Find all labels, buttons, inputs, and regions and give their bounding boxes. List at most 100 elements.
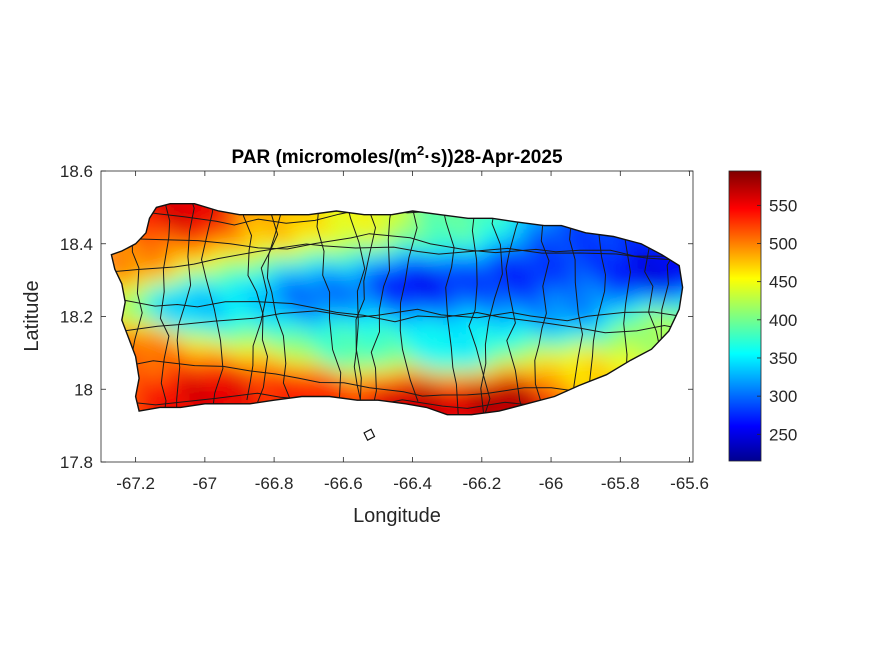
heat-cell [364, 265, 372, 274]
heat-cell [336, 338, 345, 347]
heat-cell [163, 280, 172, 289]
heat-cell [170, 382, 179, 391]
heat-cell [301, 389, 310, 398]
heat-cell [592, 251, 601, 260]
heat-cell [585, 316, 594, 325]
heat-cell [225, 265, 234, 274]
heat-cell [371, 272, 379, 282]
heat-cell [343, 229, 352, 238]
heat-cell [419, 338, 428, 347]
heat-cell [523, 265, 532, 274]
heat-cell [315, 323, 324, 333]
heat-cell [274, 345, 282, 354]
heat-cell [274, 221, 282, 231]
heat-cell [260, 323, 269, 333]
heat-cell [149, 316, 158, 325]
heat-cell [530, 382, 539, 391]
heat-cell [149, 251, 158, 260]
heat-cell [267, 374, 276, 383]
heat-cell [149, 309, 158, 318]
heat-cell [343, 294, 352, 303]
heat-cell [474, 251, 483, 260]
heat-cell [474, 338, 483, 347]
heat-cell [135, 309, 144, 318]
heat-cell [454, 309, 462, 318]
heat-cell [426, 243, 435, 253]
heat-cell [170, 272, 179, 282]
heat-cell [447, 302, 456, 311]
heat-cell [509, 302, 518, 311]
heat-cell [697, 346, 705, 354]
heat-cell [253, 287, 262, 296]
heat-cell [322, 229, 331, 238]
heat-cell [461, 374, 469, 383]
heat-cell [620, 236, 629, 245]
heat-cell [267, 309, 276, 318]
heat-cell [357, 323, 366, 333]
heat-cell [661, 323, 670, 333]
heat-cell [163, 272, 172, 282]
heat-cell [412, 251, 421, 260]
heat-cell [197, 382, 206, 391]
heat-cell [675, 294, 683, 303]
heat-cell [481, 258, 490, 267]
heat-cell [391, 360, 400, 369]
heat-cell [239, 302, 248, 311]
heat-cell [260, 294, 269, 303]
x-tick-label: -66.6 [324, 474, 363, 493]
heat-cell [558, 229, 566, 238]
heat-cell [488, 382, 497, 391]
heat-cell [253, 323, 262, 333]
heat-cell [412, 396, 421, 405]
heat-cell [592, 265, 601, 274]
heat-cell [343, 367, 352, 376]
heat-cell [322, 338, 331, 347]
heat-cell [343, 272, 352, 282]
heat-cell [419, 258, 428, 267]
heat-cell [495, 309, 504, 318]
heat-cell [537, 309, 546, 318]
heat-cell [371, 316, 379, 325]
heat-cell [697, 237, 705, 245]
heat-cell [336, 272, 345, 282]
heat-cell [516, 367, 525, 376]
heat-cell [149, 236, 158, 245]
heat-cell [433, 345, 442, 354]
heat-cell [613, 302, 622, 311]
heat-cell [204, 258, 213, 267]
heat-cell [204, 352, 213, 362]
heat-cell [454, 243, 462, 253]
heat-cell [211, 251, 220, 260]
x-tick-label: -66.2 [462, 474, 501, 493]
heat-cell [634, 265, 642, 274]
heat-cell [578, 229, 587, 238]
heat-cell [267, 352, 276, 362]
heat-cell [322, 316, 331, 325]
heat-cell [433, 338, 442, 347]
heat-cell [204, 294, 213, 303]
heat-cell [697, 360, 705, 368]
heat-cell [537, 338, 546, 347]
heat-cell [246, 338, 255, 347]
heat-cell [495, 389, 504, 398]
heat-cell [564, 251, 573, 260]
heat-cell [225, 243, 234, 253]
heat-cell [142, 331, 151, 340]
heat-cell [350, 323, 359, 333]
heat-cell [697, 309, 705, 317]
heat-cell [170, 323, 179, 333]
heat-cell [558, 258, 566, 267]
heat-cell [474, 411, 483, 415]
heat-cell [668, 265, 677, 274]
heat-cell [440, 382, 449, 391]
heat-cell [551, 294, 559, 303]
heat-cell [191, 265, 199, 274]
heat-cell [232, 382, 241, 391]
heat-cell [391, 221, 400, 231]
heat-cell [481, 316, 490, 325]
heat-cell [163, 214, 172, 223]
heat-cell [371, 294, 379, 303]
heat-cell [502, 367, 511, 376]
municipality-boundary [176, 203, 195, 415]
heat-cell [412, 345, 421, 354]
